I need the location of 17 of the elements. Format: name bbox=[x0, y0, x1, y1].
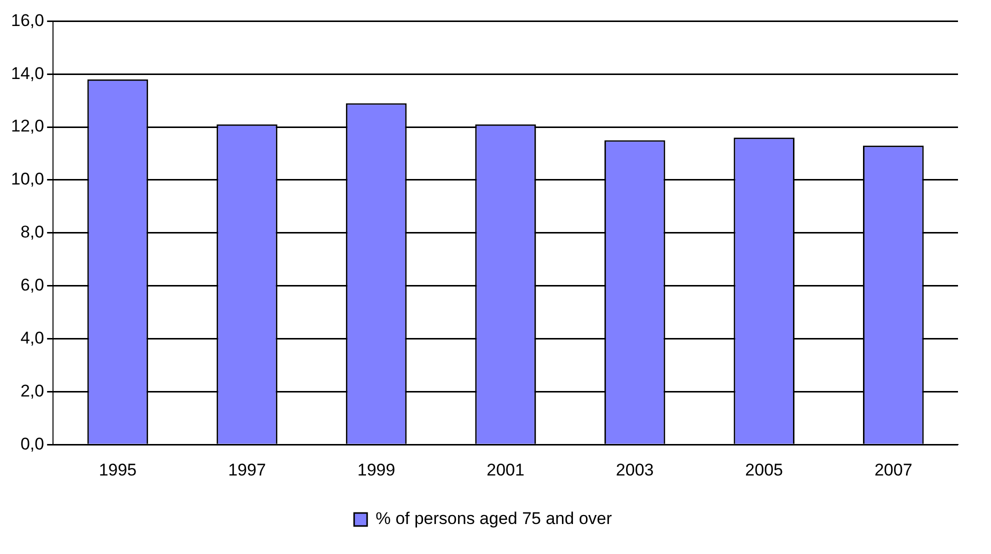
y-tick-label: 2,0 bbox=[20, 381, 44, 400]
x-tick-label: 1995 bbox=[98, 460, 137, 480]
y-tick-label: 12,0 bbox=[10, 116, 44, 136]
x-tick-label: 1999 bbox=[357, 460, 396, 480]
x-tick-label: 2003 bbox=[616, 460, 654, 480]
y-tick-label: 14,0 bbox=[10, 64, 44, 83]
y-tick-label: 10,0 bbox=[10, 170, 44, 189]
x-tick-label: 2001 bbox=[486, 460, 524, 480]
x-tick-label: 2007 bbox=[874, 460, 912, 480]
legend-label: % of persons aged 75 and over bbox=[376, 509, 612, 528]
y-tick-label: 4,0 bbox=[20, 328, 44, 348]
x-tick-label: 1997 bbox=[228, 460, 266, 480]
y-tick-label: 6,0 bbox=[20, 276, 44, 295]
x-tick-label: 2005 bbox=[745, 460, 784, 480]
y-tick-label: 0,0 bbox=[20, 434, 44, 454]
y-tick-label: 16,0 bbox=[10, 10, 44, 30]
y-tick-label: 8,0 bbox=[20, 222, 44, 242]
